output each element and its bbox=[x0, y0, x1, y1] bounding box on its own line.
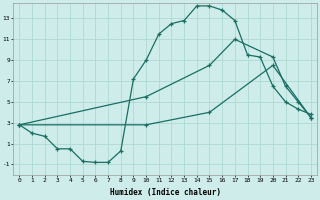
X-axis label: Humidex (Indice chaleur): Humidex (Indice chaleur) bbox=[110, 188, 220, 197]
